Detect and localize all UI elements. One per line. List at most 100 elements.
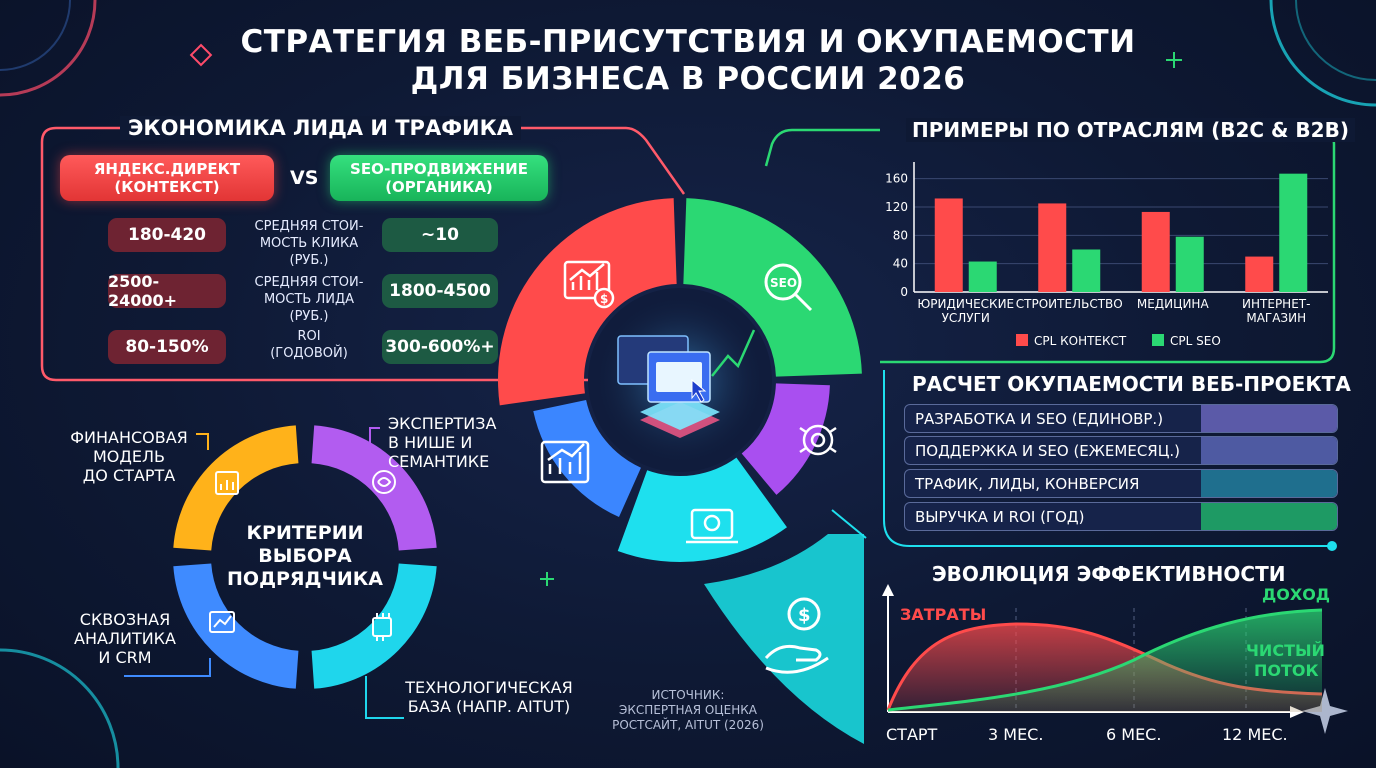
criteria-center-line1: КРИТЕРИИ xyxy=(246,522,364,544)
criteria-center-label: КРИТЕРИИ ВЫБОРА ПОДРЯДЧИКА xyxy=(220,522,390,591)
roi-label: ROI (ГОДОВОЙ) xyxy=(244,328,374,362)
roi-direct: 80-150% xyxy=(108,330,226,364)
svg-text:SEO: SEO xyxy=(770,276,797,290)
lead-cost-label: СРЕДНЯЯ СТОИ- МОСТЬ ЛИДА (РУБ.) xyxy=(244,274,374,325)
criteria-center-line2: ВЫБОРА xyxy=(258,545,352,567)
click-cost-seo: ~10 xyxy=(382,218,498,252)
click-cost-direct: 180-420 xyxy=(108,218,226,252)
roi-label-line2: (ГОДОВОЙ) xyxy=(270,346,348,361)
lead-cost-label-line1: СРЕДНЯЯ СТОИ- xyxy=(254,275,364,290)
roi-row-development: РАЗРАБОТКА И SEO (ЕДИНОВР.) xyxy=(904,404,1338,433)
lead-panel-border xyxy=(40,126,686,382)
sparkle-icon xyxy=(1302,688,1348,734)
x-tick-6m: 6 МЕС. xyxy=(1106,725,1161,744)
roi-row-development-fill xyxy=(1201,405,1337,432)
revenue-area xyxy=(888,610,1322,712)
roi-row-development-label: РАЗРАБОТКА И SEO (ЕДИНОВР.) xyxy=(915,409,1164,428)
title-line-2: ДЛЯ БИЗНЕСА В РОССИИ 2026 xyxy=(410,61,966,97)
criteria-leader-lines xyxy=(124,427,404,719)
y-tick-label: 0 xyxy=(900,285,908,299)
page-title: СТРАТЕГИЯ ВЕБ-ПРИСУТСТВИЯ И ОКУПАЕМОСТИ … xyxy=(0,24,1376,98)
corner-decoration-top-left xyxy=(0,0,97,97)
y-tick-label: 40 xyxy=(893,257,908,271)
lead-cost-direct: 2500-24000+ xyxy=(108,272,226,310)
roi-row-traffic: ТРАФИК, ЛИДЫ, КОНВЕРСИЯ xyxy=(904,469,1338,498)
svg-text:$: $ xyxy=(798,605,811,626)
web-screen-icon xyxy=(617,329,756,438)
corner-decoration-bottom-left xyxy=(0,648,120,768)
seo-search-icon: SEO xyxy=(764,263,813,312)
click-cost-label: СРЕДНЯЯ СТОИ- МОСТЬ КЛИКА (РУБ.) xyxy=(244,218,374,269)
roi-row-revenue: ВЫРУЧКА И ROI (ГОД) xyxy=(904,502,1338,531)
criteria-tech-line2: БАЗА (НАПР. AITUT) xyxy=(407,697,571,716)
criteria-analytics-line1: СКВОЗНАЯ xyxy=(79,610,171,629)
criteria-segment-financial xyxy=(173,425,299,551)
money-hand-icon: $ xyxy=(764,597,829,674)
revenue-line xyxy=(887,608,1323,712)
criteria-expertise-line3: СЕМАНТИКЕ xyxy=(388,452,490,471)
diamond-icon xyxy=(189,43,213,67)
criteria-segment-tech xyxy=(311,563,437,689)
yandex-direct-line1: ЯНДЕКС.ДИРЕКТ xyxy=(93,160,241,178)
industry-chart-title: ПРИМЕРЫ ПО ОТРАСЛЯМ (B2C & B2B) xyxy=(906,118,1355,142)
legend-label: CPL КОНТЕКСТ xyxy=(1034,334,1127,348)
secure-laptop-icon xyxy=(686,508,738,544)
roi-row-support-label: ПОДДЕРЖКА И SEO (ЕЖЕМЕСЯЦ.) xyxy=(915,441,1180,460)
net-flow-label-line2: ПОТОК xyxy=(1254,661,1319,680)
roi-row-revenue-fill xyxy=(1201,503,1337,530)
lead-panel-title: ЭКОНОМИКА ЛИДА И ТРАФИКА xyxy=(120,116,522,140)
roi-row-revenue-label: ВЫРУЧКА И ROI (ГОД) xyxy=(915,507,1085,526)
seo-header-line1: SEO-ПРОДВИЖЕНИЕ xyxy=(350,160,528,178)
plus-icon xyxy=(1166,52,1182,68)
click-cost-label-line2: МОСТЬ КЛИКА (РУБ.) xyxy=(259,236,359,268)
criteria-financial-line3: ДО СТАРТА xyxy=(82,466,176,485)
source-line2: ЭКСПЕРТНАЯ ОЦЕНКА xyxy=(619,703,757,717)
source-line3: РОСТСАЙТ, AITUT (2026) xyxy=(612,718,764,732)
roi-seo: 300-600%+ xyxy=(382,330,498,364)
category-label: МЕДИЦИНА xyxy=(1137,297,1210,311)
y-tick-label: 80 xyxy=(893,228,908,242)
svg-text:$: $ xyxy=(600,292,608,306)
bar-seo xyxy=(1175,236,1204,292)
wheel-segment-strategy xyxy=(741,383,830,495)
roi-label-line1: ROI xyxy=(297,329,321,344)
bar-context xyxy=(934,198,963,292)
cost-series-label: ЗАТРАТЫ xyxy=(900,605,986,624)
evolution-area-chart: ЗАТРАТЫ ДОХОД ЧИСТЫЙ ПОТОК СТАРТ 3 МЕС. … xyxy=(882,584,1330,744)
legend-swatch xyxy=(1152,334,1164,346)
net-flow-label-line1: ЧИСТЫЙ xyxy=(1246,641,1325,660)
y-tick-label: 160 xyxy=(885,172,908,186)
bar-seo xyxy=(1072,249,1101,292)
brain-icon xyxy=(372,470,396,494)
roi-row-support: ПОДДЕРЖКА И SEO (ЕЖЕМЕСЯЦ.) xyxy=(904,436,1338,465)
category-label: ИНТЕРНЕТ- xyxy=(1242,297,1310,311)
legend-label: CPL SEO xyxy=(1170,334,1221,348)
category-label: МАГАЗИН xyxy=(1246,311,1306,325)
central-wheel: $ SEO xyxy=(498,198,862,562)
source-line1: ИСТОЧНИК: xyxy=(651,688,725,702)
chart-icon xyxy=(215,471,239,495)
bar-seo xyxy=(1279,173,1308,292)
evolution-chart-title: ЭВОЛЮЦИЯ ЭФФЕКТИВНОСТИ xyxy=(932,562,1286,586)
category-label: УСЛУГИ xyxy=(942,311,990,325)
x-tick-12m: 12 МЕС. xyxy=(1222,725,1288,744)
bar-context xyxy=(1245,256,1274,292)
bar-context xyxy=(1141,211,1170,292)
roi-row-traffic-fill xyxy=(1201,470,1337,497)
line-chart-icon xyxy=(209,611,235,633)
criteria-analytics-line2: АНАЛИТИКА xyxy=(74,629,176,648)
category-label: ЮРИДИЧЕСКИЕ xyxy=(917,297,1014,311)
yandex-direct-line2: (КОНТЕКСТ) xyxy=(114,178,220,196)
x-tick-3m: 3 МЕС. xyxy=(988,725,1043,744)
strategy-target-icon xyxy=(799,424,837,456)
click-cost-label-line1: СРЕДНЯЯ СТОИ- xyxy=(254,219,364,234)
criteria-center-line3: ПОДРЯДЧИКА xyxy=(227,568,383,590)
criteria-tech-line1: ТЕХНОЛОГИЧЕСКАЯ xyxy=(405,678,573,697)
bar-seo xyxy=(968,261,997,292)
criteria-financial-model: ФИНАНСОВАЯ МОДЕЛЬ ДО СТАРТА xyxy=(70,428,188,485)
roi-panel-connector xyxy=(831,370,1337,551)
criteria-analytics-line3: И CRM xyxy=(98,648,152,667)
category-label: СТРОИТЕЛЬСТВО xyxy=(1016,297,1123,311)
seo-header: SEO-ПРОДВИЖЕНИЕ (ОРГАНИКА) xyxy=(330,155,548,201)
